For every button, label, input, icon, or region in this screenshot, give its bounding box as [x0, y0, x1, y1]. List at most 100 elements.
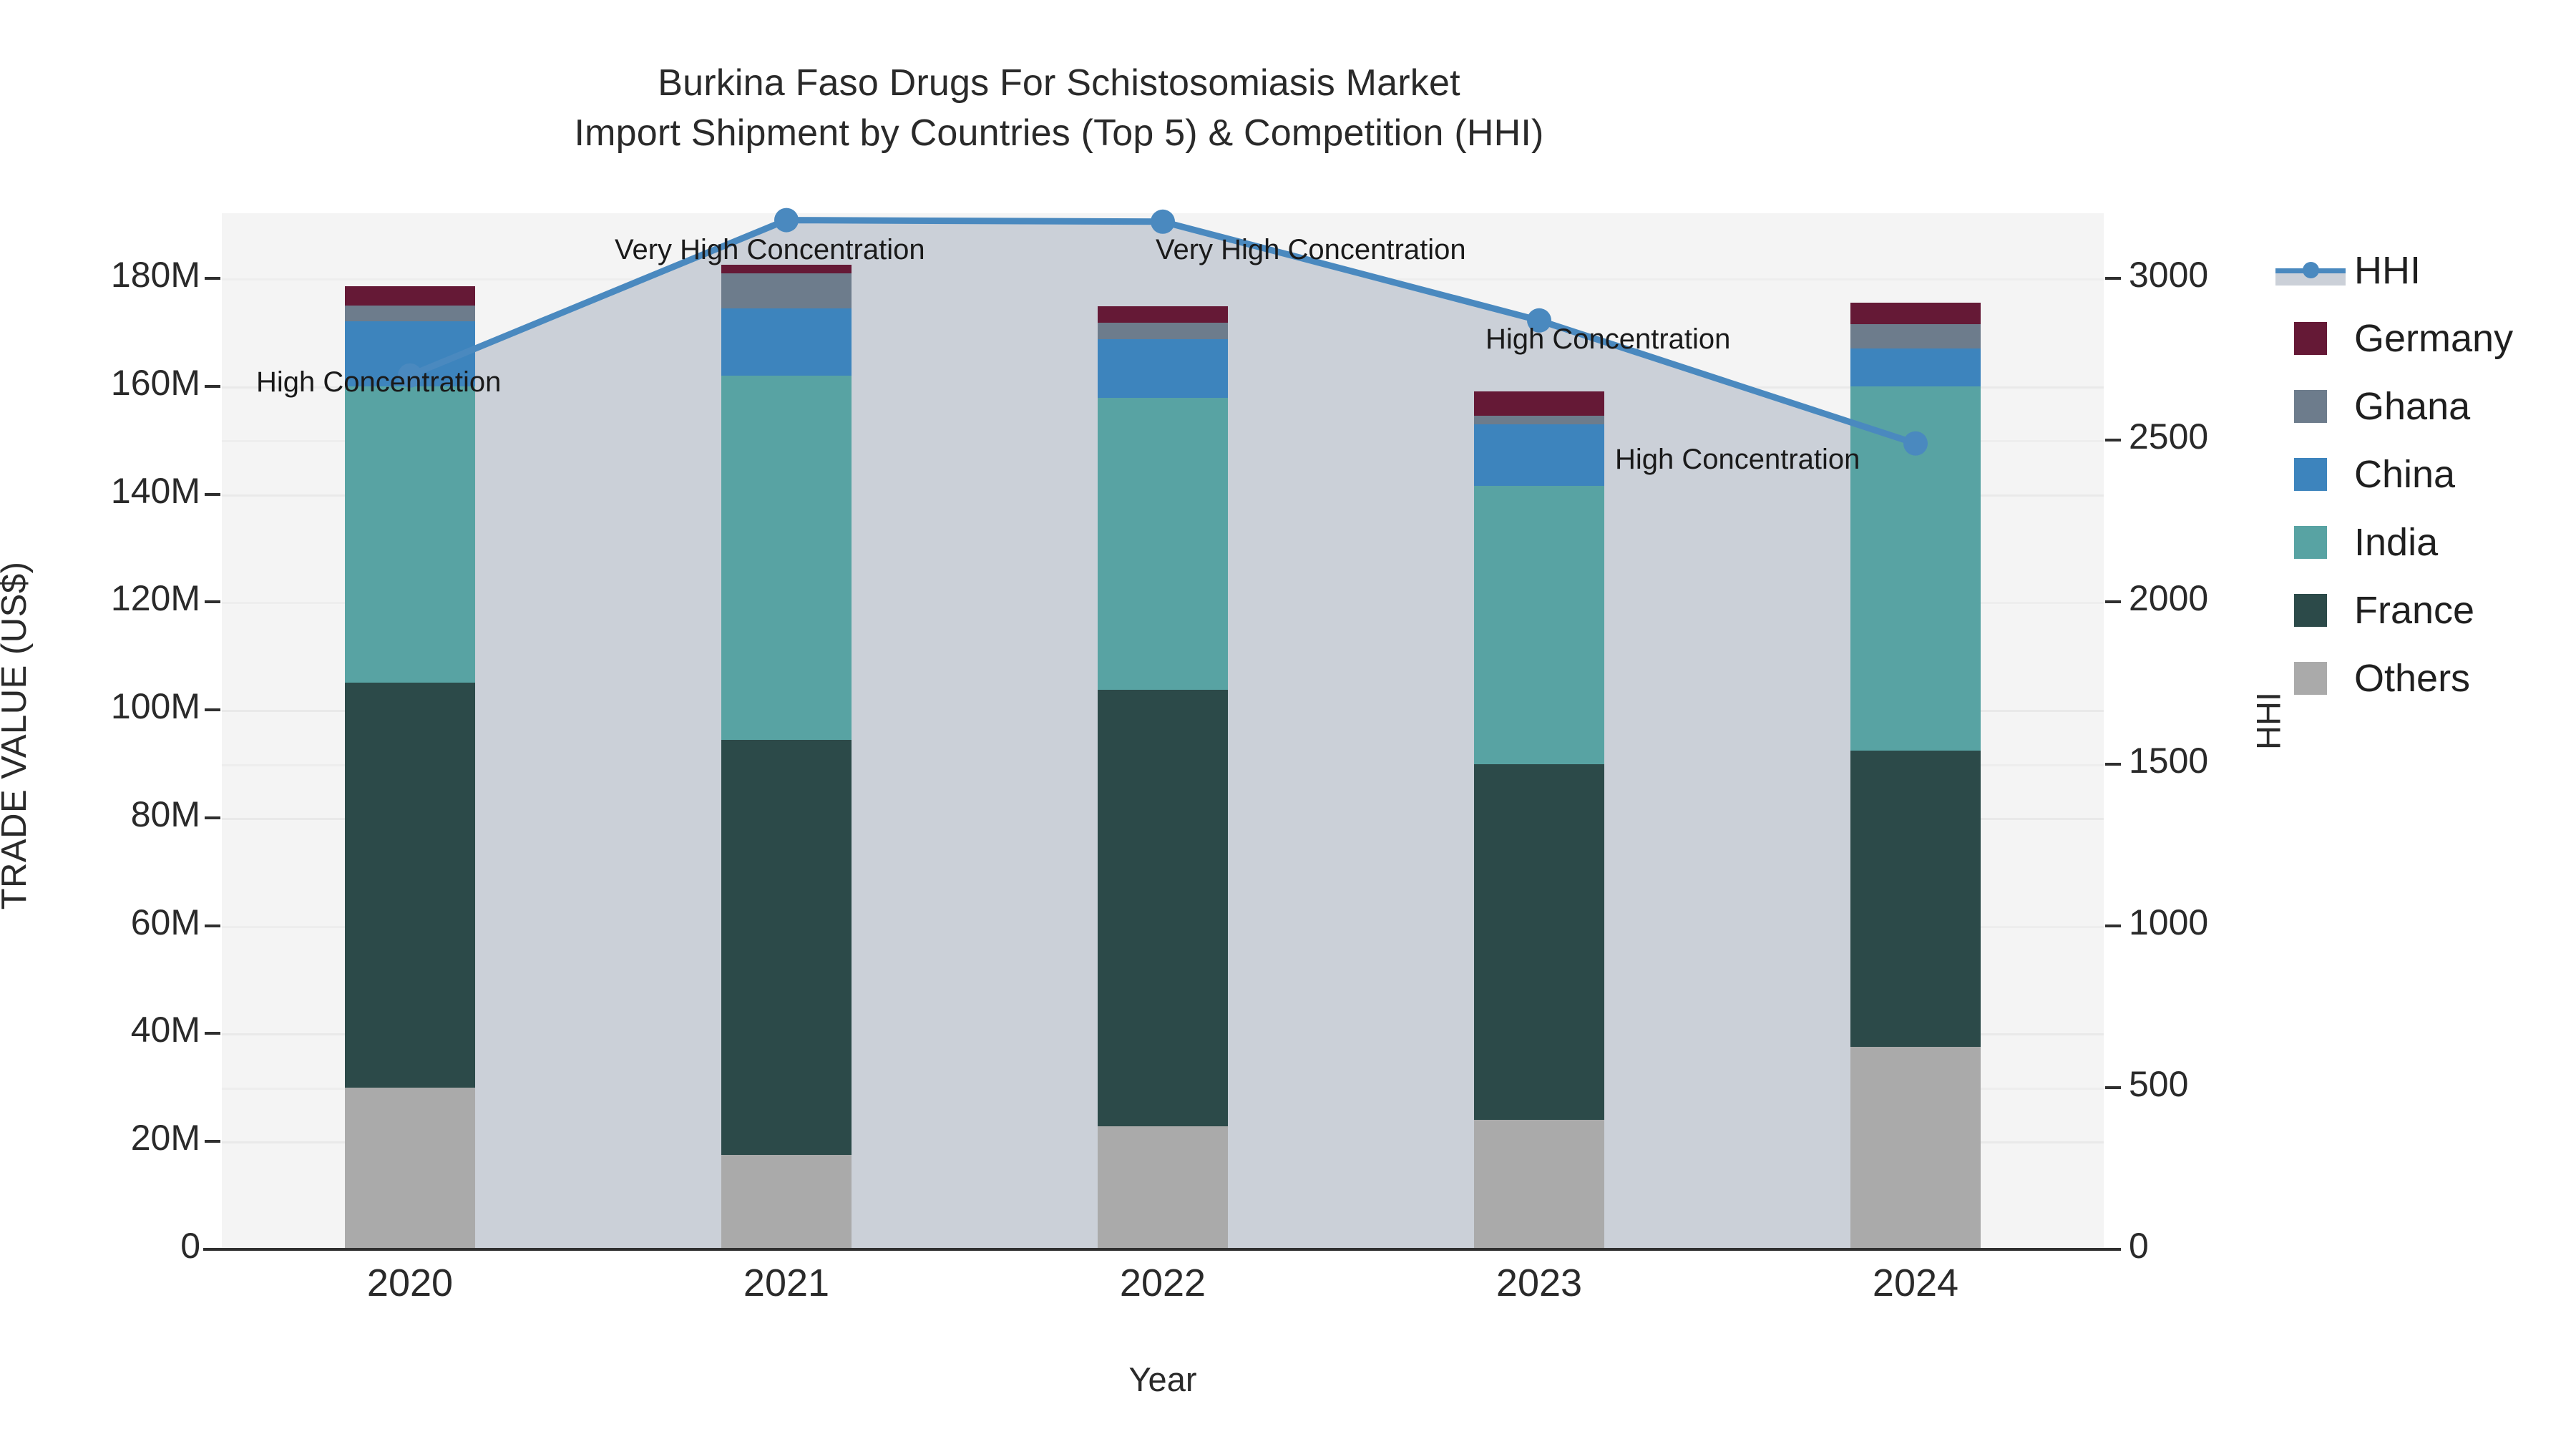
bar-segment-ghana[interactable]: [1850, 324, 1981, 349]
x-axis-tick-label-2023: 2023: [1496, 1262, 1583, 1304]
y-axis-left-tick-label: 180M: [110, 255, 200, 295]
bar-segment-germany[interactable]: [345, 286, 475, 306]
y-axis-right-tick-label: 500: [2129, 1063, 2189, 1104]
y-axis-left-tick-mark: [205, 492, 220, 496]
bar-segment-france[interactable]: [345, 683, 475, 1088]
bar-segment-others[interactable]: [721, 1155, 852, 1249]
bar-segment-ghana[interactable]: [345, 305, 475, 322]
bar-segment-india[interactable]: [345, 386, 475, 683]
bar-segment-france[interactable]: [1850, 750, 1981, 1048]
bar-segment-china[interactable]: [1098, 338, 1228, 399]
legend-color-swatch: [2294, 525, 2327, 559]
y-axis-right-tick-mark: [2105, 439, 2121, 442]
legend-item-label: Others: [2354, 656, 2471, 700]
y-axis-right-tick-label: 1000: [2129, 902, 2209, 942]
y-axis-left-tick-label: 80M: [130, 794, 200, 834]
legend-item-india[interactable]: India: [2275, 508, 2513, 576]
bar-segment-china[interactable]: [1850, 348, 1981, 386]
bar-segment-others[interactable]: [1098, 1126, 1228, 1249]
y-axis-right-tick-label: 2000: [2129, 578, 2209, 619]
bar-segment-france[interactable]: [721, 739, 852, 1156]
concentration-annotation: High Concentration: [256, 366, 502, 398]
bar-segment-germany[interactable]: [1098, 306, 1228, 323]
legend-line-dot: [2302, 262, 2319, 278]
x-axis-tick-label-2022: 2022: [1119, 1262, 1206, 1304]
bar-segment-china[interactable]: [1474, 424, 1604, 487]
y-axis-right-tick-mark: [2105, 924, 2121, 927]
legend-color-swatch: [2294, 661, 2327, 695]
bar-stack[interactable]: [1098, 306, 1228, 1249]
legend-color-swatch: [2294, 321, 2327, 355]
bar-segment-china[interactable]: [721, 308, 852, 376]
y-axis-right-tick-label: 1500: [2129, 740, 2209, 781]
bar-stack[interactable]: [721, 265, 852, 1249]
y-axis-right-tick-mark: [2105, 277, 2121, 280]
legend-color-swatch: [2294, 389, 2327, 423]
x-axis-label: Year: [1128, 1360, 1197, 1398]
legend-item-china[interactable]: China: [2275, 440, 2513, 508]
bar-stack[interactable]: [1850, 302, 1981, 1249]
legend-item-hhi[interactable]: HHI: [2275, 236, 2513, 304]
y-axis-left-tick-mark: [205, 816, 220, 819]
bar-segment-others[interactable]: [345, 1087, 475, 1249]
bar-segment-france[interactable]: [1474, 763, 1604, 1121]
legend: HHI Germany Ghana China India France Others: [2275, 236, 2513, 712]
y-axis-left-tick-mark: [205, 277, 220, 280]
bar-segment-germany[interactable]: [1474, 391, 1604, 416]
x-axis-tick-label-2024: 2024: [1872, 1262, 1959, 1304]
y-axis-left-tick-mark: [205, 708, 220, 712]
plot-area: [222, 208, 2104, 1249]
y-axis-left-tick-mark: [205, 1248, 220, 1251]
y-axis-left-tick-label: 160M: [110, 362, 200, 403]
hhi-data-point[interactable]: [774, 208, 799, 233]
y-axis-left-tick-mark: [205, 1032, 220, 1035]
concentration-annotation: Very High Concentration: [615, 234, 925, 265]
bar-segment-india[interactable]: [1098, 398, 1228, 690]
y-axis-left-tick-label: 120M: [110, 578, 200, 619]
y-axis-left-tick-mark: [205, 600, 220, 604]
bar-segment-ghana[interactable]: [1098, 322, 1228, 339]
bar-segment-france[interactable]: [1098, 689, 1228, 1127]
y-axis-right-tick-mark: [2105, 600, 2121, 604]
y-axis-right-tick-mark: [2105, 1248, 2121, 1251]
bar-segment-ghana[interactable]: [721, 273, 852, 308]
bar-segment-germany[interactable]: [1850, 302, 1981, 325]
legend-item-france[interactable]: France: [2275, 576, 2513, 644]
y-axis-right-tick-mark: [2105, 762, 2121, 766]
chart-title: Burkina Faso Drugs For Schistosomiasis M…: [0, 59, 2118, 158]
bar-stack[interactable]: [345, 286, 475, 1249]
legend-line-marker-icon: [2275, 254, 2346, 287]
legend-item-label: France: [2354, 588, 2475, 632]
y-axis-right-tick-label: 0: [2129, 1226, 2149, 1266]
bar-stack[interactable]: [1474, 391, 1604, 1249]
bar-segment-others[interactable]: [1474, 1120, 1604, 1249]
concentration-annotation: Very High Concentration: [1156, 234, 1466, 265]
legend-item-others[interactable]: Others: [2275, 644, 2513, 712]
x-axis-line: [203, 1248, 2121, 1251]
y-axis-right-tick-mark: [2105, 1085, 2121, 1089]
legend-item-label: HHI: [2354, 248, 2421, 292]
y-axis-left-tick-mark: [205, 1140, 220, 1143]
bar-segment-others[interactable]: [1850, 1047, 1981, 1249]
hhi-data-point[interactable]: [1151, 209, 1175, 234]
bar-segment-india[interactable]: [1850, 386, 1981, 751]
legend-item-label: India: [2354, 520, 2439, 564]
y-axis-left-tick-label: 100M: [110, 686, 200, 727]
y-axis-left-tick-label: 0: [180, 1226, 200, 1266]
bar-segment-ghana[interactable]: [1474, 416, 1604, 424]
legend-item-label: Ghana: [2354, 384, 2471, 428]
bar-segment-india[interactable]: [1474, 486, 1604, 764]
legend-item-label: Germany: [2354, 316, 2514, 360]
bar-segment-india[interactable]: [721, 375, 852, 740]
legend-item-label: China: [2354, 452, 2456, 496]
y-axis-left-tick-label: 40M: [130, 1010, 200, 1050]
x-axis-tick-label-2020: 2020: [366, 1262, 454, 1304]
y-axis-left-tick-label: 60M: [130, 902, 200, 942]
y-axis-left-label: TRADE VALUE (US$): [0, 561, 34, 910]
legend-item-germany[interactable]: Germany: [2275, 304, 2513, 372]
y-axis-right-tick-label: 3000: [2129, 255, 2209, 295]
legend-item-ghana[interactable]: Ghana: [2275, 372, 2513, 440]
chart-title-line-2: Import Shipment by Countries (Top 5) & C…: [574, 112, 1544, 154]
x-axis-tick-label-2021: 2021: [743, 1262, 830, 1304]
y-axis-left-tick-mark: [205, 384, 220, 388]
